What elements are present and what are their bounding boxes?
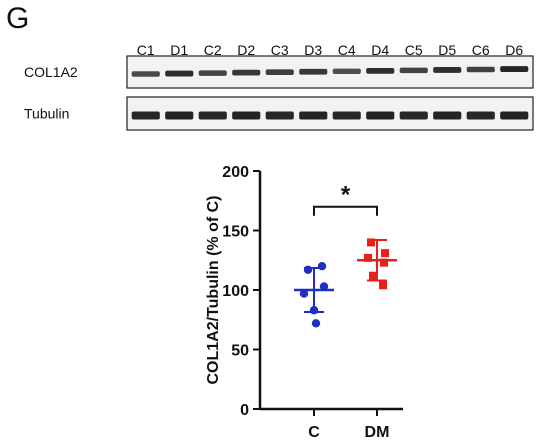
blot-band — [332, 68, 361, 75]
lane-label: D4 — [371, 42, 389, 58]
blot-band — [366, 111, 395, 120]
blot-band — [500, 111, 529, 120]
blot-band — [366, 67, 395, 74]
western-blot: C1 D1 C2 D2 C3 D3 C4 D4 C5 D5 C6 D6 COL1A2 Tubulin — [24, 42, 534, 131]
blot-band — [433, 67, 462, 73]
blot-band — [399, 67, 428, 74]
data-point — [364, 253, 372, 262]
blot-band — [232, 69, 261, 76]
lane-label: C3 — [271, 42, 289, 58]
lane-label: D3 — [304, 42, 322, 58]
chart-marks: * — [294, 182, 397, 328]
y-tick-label: 150 — [222, 224, 249, 241]
blot-band — [299, 111, 328, 120]
blot-band — [232, 111, 261, 120]
blot-rows: COL1A2 Tubulin — [24, 55, 534, 131]
lane-label: C2 — [204, 42, 222, 58]
blot-strip — [126, 96, 534, 131]
blot-band — [332, 111, 361, 120]
lane-labels: C1 D1 C2 D2 C3 D3 C4 D4 C5 D5 C6 D6 — [137, 42, 524, 58]
lane-label: D6 — [505, 42, 523, 58]
data-point — [311, 319, 321, 328]
lane-label: C1 — [137, 42, 155, 58]
data-point — [299, 289, 309, 298]
lane-label: D2 — [237, 42, 255, 58]
significance-star: * — [341, 182, 351, 209]
blot-band — [433, 111, 462, 120]
y-tick-label: 50 — [231, 343, 249, 360]
blot-band — [165, 70, 194, 77]
blot-band — [500, 66, 529, 72]
blot-band — [198, 111, 227, 120]
y-axis-label: COL1A2/Tubulin (% of C) — [205, 195, 222, 384]
data-point — [317, 262, 327, 271]
blot-strip — [126, 55, 534, 89]
blot-band — [131, 111, 160, 120]
significance-bracket — [313, 205, 378, 216]
data-point — [309, 306, 319, 315]
blot-band — [265, 111, 294, 120]
blot-band — [466, 66, 495, 73]
data-point — [319, 282, 329, 291]
data-point — [381, 249, 389, 258]
y-tick-label: 200 — [222, 164, 249, 181]
data-point — [303, 265, 313, 274]
y-tick-label: 100 — [222, 283, 249, 300]
blot-band — [265, 69, 294, 76]
lane-label: C4 — [338, 42, 356, 58]
data-point — [369, 271, 377, 280]
lane-label: C5 — [405, 42, 423, 58]
data-point — [367, 238, 375, 247]
blot-row-label: COL1A2 — [24, 64, 78, 80]
lane-label: D5 — [438, 42, 456, 58]
blot-row-label: Tubulin — [24, 106, 69, 122]
y-tick-label: 0 — [240, 402, 249, 419]
x-tick-label: DM — [365, 424, 390, 441]
data-point — [379, 281, 387, 290]
x-tick-label: C — [308, 424, 320, 441]
blot-band — [165, 111, 194, 120]
blot-band — [131, 71, 160, 77]
blot-band — [299, 68, 328, 75]
blot-band — [198, 70, 227, 76]
data-point — [380, 258, 388, 267]
panel-letter: G — [6, 2, 30, 35]
blot-band — [466, 111, 495, 120]
blot-band — [399, 111, 428, 120]
lane-label: C6 — [472, 42, 490, 58]
chart-axes: 0 50 100 150 200 C DM COL1A2/Tubulin (% of C) — [205, 164, 403, 441]
lane-label: D1 — [170, 42, 188, 58]
